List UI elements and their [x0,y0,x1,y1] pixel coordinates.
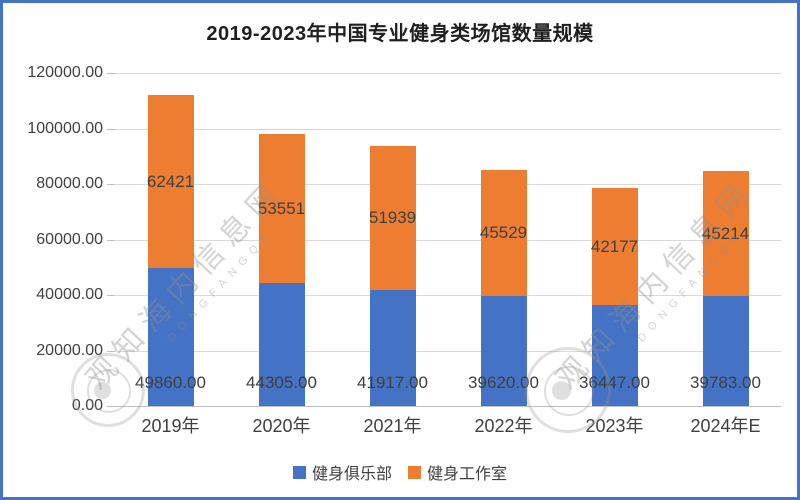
data-label-studio: 51939 [368,208,417,227]
y-axis-tick [107,73,115,74]
bar-segment-studio [480,170,527,296]
bar-segment-studio [702,171,749,296]
x-axis-label: 2024年E [690,416,761,436]
data-label-club: 36447.00 [579,373,650,392]
bar-segment-club [147,268,194,406]
gridline [115,184,781,185]
gridline [115,239,781,241]
data-label-club: 39620.00 [468,373,539,392]
y-axis-tick-label: 80000.00 [36,175,103,192]
legend-item: 健身工作室 [408,460,507,484]
bar-segment-studio [147,95,194,268]
bar-segment-club [702,296,749,406]
y-axis-tick [107,184,115,185]
bar-segment-club [480,296,527,406]
x-axis-label: 2022年 [474,416,533,436]
legend-swatch-icon [408,465,421,479]
data-label-studio: 42177 [590,236,639,256]
bar-segment-club [591,305,638,406]
x-axis-label: 2019年 [141,416,200,436]
y-axis-tick [107,239,115,241]
data-label-club: 39783.00 [690,373,761,392]
bar-4 [480,170,527,406]
bar-6 [702,171,749,406]
bar-3 [369,146,416,406]
bar-5 [591,188,638,406]
x-axis-label: 2020年 [252,416,311,436]
bar-segment-club [258,283,305,406]
y-axis-tick-label: 20000.00 [36,341,103,359]
gridline [115,295,781,296]
data-label-club: 49860.00 [135,373,206,392]
legend-label: 健身工作室 [427,466,508,483]
x-axis-label: 2021年 [363,416,422,436]
bar-segment-studio [591,188,638,305]
legend: 健身俱乐部 健身工作室 [3,460,797,484]
gridline [115,128,781,130]
x-axis-label: 2023年 [585,416,644,436]
y-axis-tick-label: 60000.00 [36,230,103,248]
y-axis-tick [107,295,115,296]
legend-swatch-icon [292,465,306,479]
bar-segment-club [369,290,416,406]
chart-title: 2019-2023年中国专业健身类场馆数量规模 [206,23,594,45]
y-axis-tick [107,128,115,130]
bar-1 [147,95,194,406]
y-axis-tick [107,406,115,407]
data-label-studio: 45214 [701,223,750,243]
bar-segment-studio [369,146,416,290]
y-axis-tick-label: 120000.00 [27,64,103,81]
gridline [115,406,781,407]
legend-item: 健身俱乐部 [292,460,392,484]
y-axis-tick [107,350,115,352]
data-label-club: 41917.00 [357,373,428,392]
legend-label: 健身俱乐部 [311,466,392,483]
bar-2 [258,134,305,406]
y-axis-tick-label: 0.00 [71,397,103,414]
data-label-club: 44305.00 [246,373,317,392]
data-label-studio: 53551 [257,198,306,218]
data-label-studio: 45529 [479,223,528,242]
gridline [115,73,781,74]
y-axis-tick-label: 40000.00 [36,286,103,303]
gridline [115,350,781,352]
data-label-studio: 62421 [146,171,195,191]
bar-segment-studio [258,134,305,283]
y-axis-tick-label: 100000.00 [27,119,103,137]
